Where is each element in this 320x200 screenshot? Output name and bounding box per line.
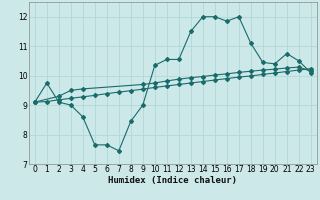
X-axis label: Humidex (Indice chaleur): Humidex (Indice chaleur) [108,176,237,185]
